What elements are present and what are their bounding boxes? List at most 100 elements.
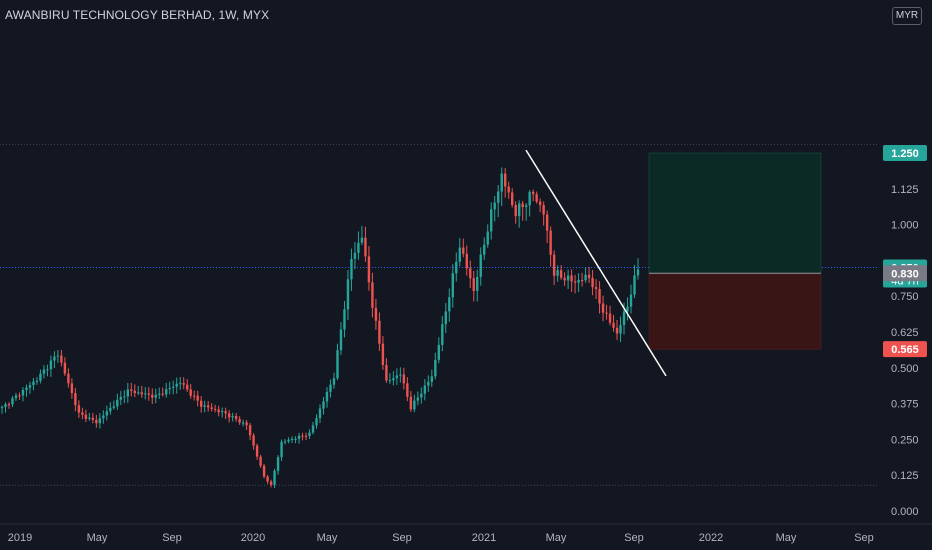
candle-body (172, 386, 175, 388)
x-tick-label: Sep (162, 532, 182, 544)
candle-body (179, 383, 182, 385)
candle-body (70, 383, 74, 394)
candle-body (259, 456, 262, 466)
candle-body (580, 279, 584, 281)
trendline (525, 149, 667, 377)
candle-body (182, 383, 185, 385)
candle-body (364, 237, 367, 257)
candle-body (49, 360, 53, 370)
candle-body (587, 274, 591, 278)
candle-body (521, 203, 524, 208)
candle-body (427, 381, 430, 386)
candle-body (479, 254, 482, 277)
target-zone (648, 152, 822, 274)
candle-body (290, 439, 294, 441)
candle-body (395, 375, 399, 379)
candle-body (123, 396, 126, 398)
candle-body (119, 396, 123, 400)
candle-body (32, 381, 35, 386)
candle-body (528, 191, 531, 206)
candle-body (409, 396, 413, 410)
candle-body (598, 289, 601, 304)
y-tick-label: 1.125 (891, 184, 919, 196)
candle-body (102, 415, 105, 419)
candle-body (444, 311, 448, 325)
y-tick-label: 0.125 (891, 470, 919, 482)
candle-body (559, 270, 563, 278)
candle-body (186, 384, 189, 390)
candle-body (367, 256, 371, 283)
candle-body (308, 432, 311, 437)
candle-body (343, 309, 346, 330)
candle-body (535, 194, 538, 202)
price-tag (883, 265, 927, 282)
y-tick-label: 0.750 (891, 291, 919, 303)
candle-body (577, 279, 580, 283)
candle-body (105, 411, 109, 416)
candle-body (168, 387, 171, 390)
candle-body (304, 435, 308, 437)
candle-body (430, 376, 434, 382)
candle-body (437, 344, 441, 360)
candle-body (633, 275, 636, 295)
y-tick-label: 0.625 (891, 327, 919, 339)
candle-body (133, 390, 136, 394)
candle-body (21, 390, 25, 396)
chart-title: AWANBIRU TECHNOLOGY BERHAD, 1W, MYX (5, 8, 270, 22)
candle-body (346, 279, 350, 310)
candle-body (255, 445, 259, 457)
candle-body (25, 387, 28, 391)
stop-zone (648, 273, 822, 350)
candle-body (301, 435, 304, 437)
candle-body (336, 350, 339, 379)
candle-body (510, 192, 514, 206)
candle-body (469, 268, 472, 279)
candle-body (322, 401, 325, 409)
candle-body (280, 441, 283, 458)
candle-body (601, 303, 605, 313)
candle-body (360, 237, 364, 243)
candle-body (619, 324, 622, 334)
candle-body (514, 205, 517, 217)
candle-body (206, 405, 210, 408)
price-tag (883, 145, 927, 161)
candle-body (4, 404, 7, 408)
candle-body (500, 173, 503, 192)
candle-body (109, 407, 112, 412)
x-tick-label: 2022 (699, 532, 723, 544)
candle-body (130, 389, 133, 391)
candle-body (497, 191, 500, 203)
candle-body (144, 393, 147, 395)
candle-body (612, 322, 615, 328)
candle-body (388, 380, 392, 382)
candle-body (252, 435, 255, 446)
candle-body (472, 278, 475, 291)
candle-body (88, 417, 91, 419)
candle-body (542, 205, 545, 215)
candle-body (18, 395, 21, 397)
candle-body (67, 373, 70, 384)
candle-body (329, 384, 332, 392)
candle-body (507, 186, 510, 193)
candle-body (165, 389, 168, 395)
candle-body (455, 261, 458, 274)
x-tick-label: May (776, 532, 797, 544)
candle-body (325, 391, 329, 402)
candle-body (605, 312, 608, 314)
price-tag (883, 341, 927, 358)
candle-body (199, 400, 203, 407)
candle-body (189, 389, 192, 396)
candle-body (476, 276, 479, 291)
candle-body (357, 242, 360, 253)
candle-body (287, 439, 290, 442)
candle-body (294, 438, 297, 440)
currency-button[interactable]: MYR (892, 7, 922, 25)
candle-body (462, 247, 465, 254)
candle-body (374, 307, 378, 321)
candle-body (608, 313, 612, 323)
candle-body (420, 393, 423, 398)
candle-body (573, 281, 577, 283)
candle-body (493, 202, 496, 210)
candle-body (318, 408, 322, 419)
